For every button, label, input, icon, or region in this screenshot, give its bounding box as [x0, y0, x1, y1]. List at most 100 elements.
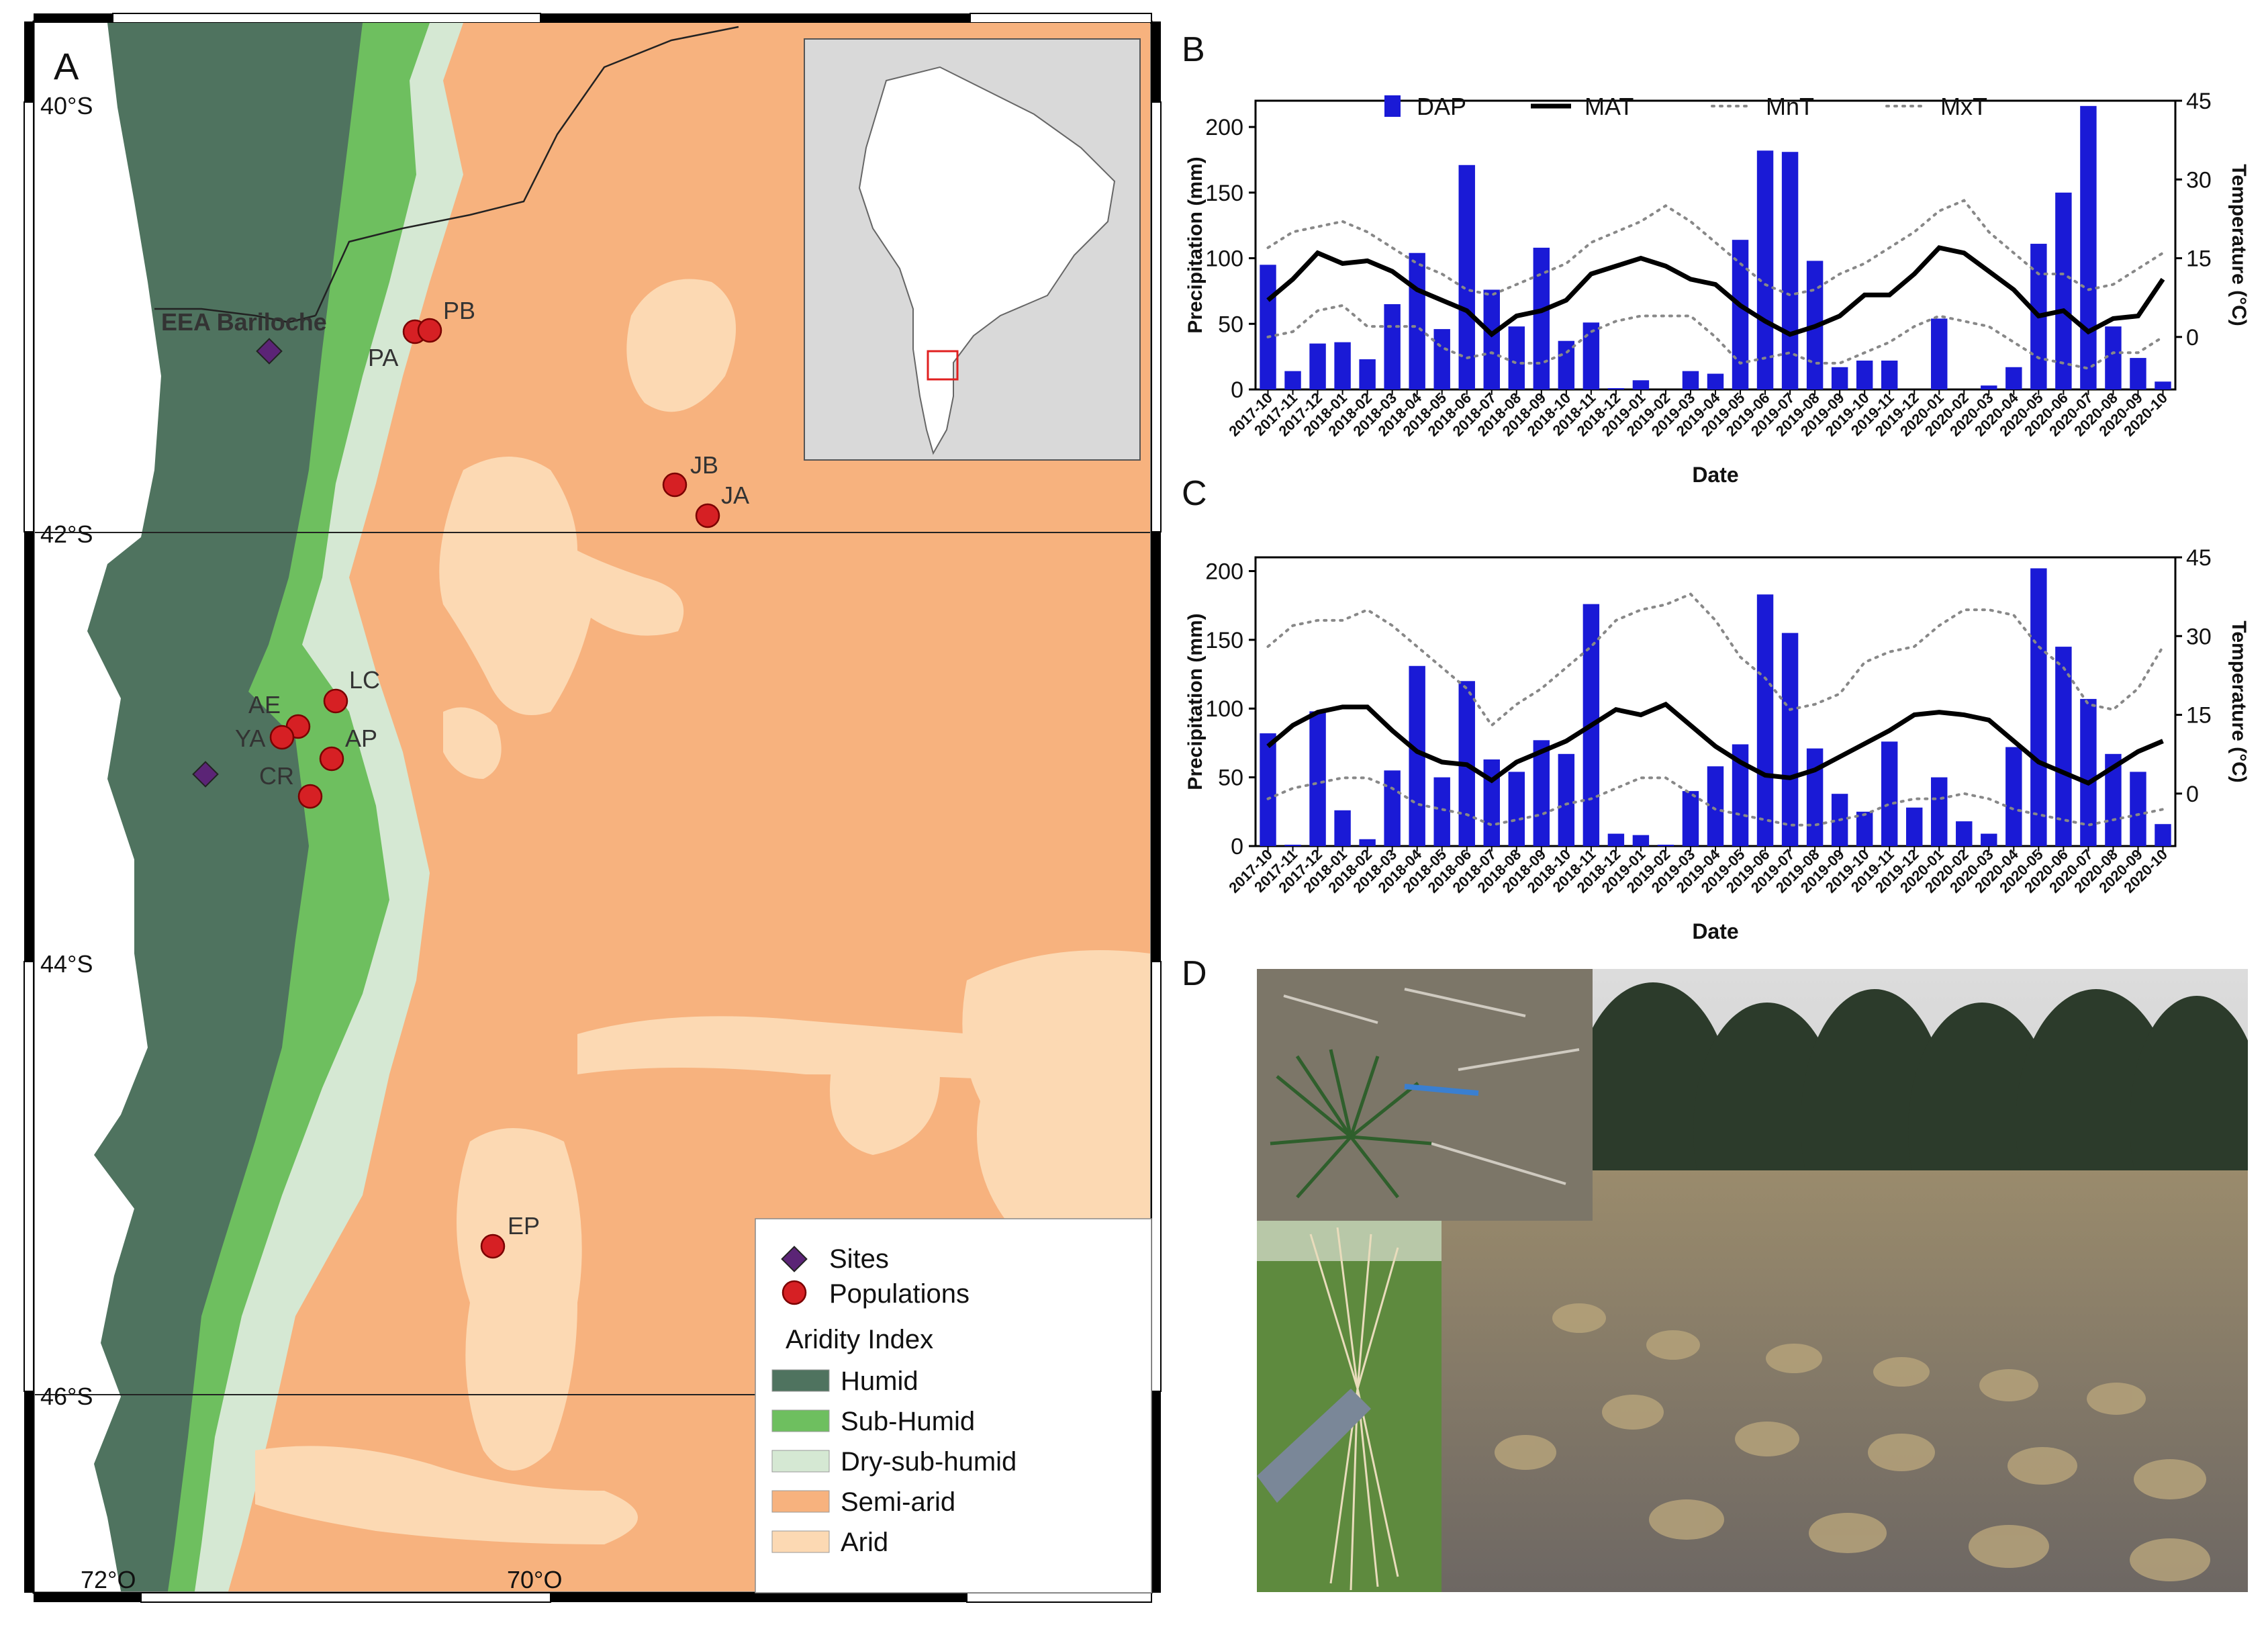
precip-bar [1409, 252, 1425, 389]
y2-tick-label: 15 [2186, 246, 2212, 272]
arid-patch [626, 279, 736, 412]
lat-label: 42°S [40, 520, 93, 548]
precip-bar [1284, 844, 1301, 846]
precip-bar [2055, 192, 2072, 389]
arid-patch [439, 457, 684, 715]
precip-bar [1707, 373, 1724, 389]
precip-bar [1956, 821, 1973, 846]
y-tick-label: 0 [1231, 834, 1243, 859]
south-america-inset [804, 38, 1141, 461]
precip-bar [2030, 568, 2047, 846]
series-line-mxt [1266, 592, 2165, 728]
legend-populations: Populations [829, 1279, 970, 1309]
population-label: JB [690, 451, 718, 479]
precip-bar [1881, 741, 1898, 846]
legend-aridity-title: Aridity Index [786, 1325, 933, 1354]
panel-letter-b: B [1182, 30, 1205, 69]
legend-entry: MAT [1585, 93, 1634, 120]
legend-swatch [771, 1490, 830, 1513]
arid-patch [830, 1050, 940, 1155]
precip-bar [1558, 753, 1575, 846]
precip-bar [1384, 770, 1401, 846]
precip-bar [2055, 647, 2072, 846]
grass-photo [1257, 1221, 1442, 1592]
precip-bar [1558, 340, 1575, 389]
precip-bar [2105, 326, 2122, 389]
legend-marker [1384, 95, 1401, 117]
precip-bar [1756, 150, 1774, 389]
precip-bar [1334, 342, 1351, 389]
y2-tick-label: 0 [2186, 325, 2199, 351]
site-label: EEA Bariloche [161, 308, 327, 336]
chile-area [35, 23, 161, 1591]
aridity-map: 40°S 42°S 44°S 46°S 72°O 70°O A EEA Bari… [23, 13, 1162, 1603]
chart-panel-c: 05010015020001530452017-102017-112017-12… [1184, 545, 2250, 943]
precip-bar [2005, 747, 2022, 846]
precip-bar [1582, 322, 1600, 389]
precip-bar [1260, 265, 1276, 389]
series-line-mat [1266, 245, 2165, 338]
y-tick-label: 150 [1205, 181, 1243, 206]
precip-bar [1682, 371, 1699, 389]
precip-bar [1309, 343, 1326, 389]
y-tick-label: 100 [1205, 246, 1243, 272]
x-axis-label: Date [1692, 463, 1738, 487]
chart-panel-b: 05010015020001530452017-102017-112017-12… [1184, 89, 2250, 487]
y2-axis-label: Temperature (°C) [2228, 620, 2250, 782]
y-tick-label: 0 [1231, 377, 1243, 403]
precip-bar [1657, 844, 1674, 846]
legend-swatch [771, 1530, 830, 1553]
country-border [154, 308, 316, 324]
precip-bar [1359, 839, 1376, 846]
series-line-mat [1266, 701, 2164, 786]
legend-sites: Sites [829, 1244, 889, 1274]
legend-swatch [771, 1369, 830, 1392]
precip-bar [1905, 807, 1923, 846]
precip-bar [1756, 594, 1774, 846]
precip-bar [1931, 777, 1948, 846]
precip-bar [1632, 380, 1650, 389]
y-axis-label: Precipitation (mm) [1184, 613, 1207, 790]
series-line-mnt [1266, 776, 2165, 827]
legend-class-label: Dry-sub-humid [841, 1447, 1017, 1477]
population-label: PA [368, 344, 398, 371]
precip-bar [1483, 759, 1500, 846]
lat-label: 44°S [40, 950, 93, 978]
arid-patch [255, 1446, 638, 1544]
pine-photo [1257, 969, 1593, 1221]
precip-bar [1981, 385, 1997, 389]
precip-bar [1260, 733, 1276, 846]
population-label: PB [443, 297, 475, 324]
y2-tick-label: 30 [2186, 624, 2212, 649]
map-legend: Sites Populations Aridity Index Humid Sub… [755, 1218, 1152, 1593]
legend-class-label: Sub-Humid [841, 1407, 975, 1436]
panel-letter-a: A [54, 45, 79, 87]
precip-bar [1359, 359, 1376, 389]
y-tick-label: 200 [1205, 559, 1243, 584]
population-label: JA [721, 481, 749, 509]
legend-class-label: Arid [841, 1528, 888, 1557]
lon-label: 70°O [507, 1566, 562, 1593]
precip-bar [1881, 361, 1898, 389]
precip-bar [2005, 367, 2022, 389]
precip-bar [1732, 240, 1749, 389]
precip-bar [2155, 381, 2171, 389]
arid-patch [577, 1016, 1150, 1088]
precip-bar [1856, 361, 1873, 389]
panel-letter-c: C [1182, 474, 1207, 513]
y2-tick-label: 30 [2186, 167, 2212, 193]
precip-bar [1632, 835, 1650, 846]
arid-patch [443, 707, 502, 779]
lat-label: 46°S [40, 1383, 93, 1410]
y2-tick-label: 45 [2186, 545, 2212, 571]
map-frame-ticks [23, 13, 1162, 1603]
precip-bar [1508, 326, 1525, 389]
precip-bar [2130, 772, 2146, 846]
legend-entry: MnT [1766, 93, 1814, 120]
series-line-mnt [1266, 304, 2165, 370]
precip-bar [1607, 388, 1625, 389]
y-tick-label: 150 [1205, 628, 1243, 653]
y2-tick-label: 15 [2186, 703, 2212, 729]
precip-bar [1981, 833, 1997, 846]
precip-bar [1806, 748, 1824, 846]
